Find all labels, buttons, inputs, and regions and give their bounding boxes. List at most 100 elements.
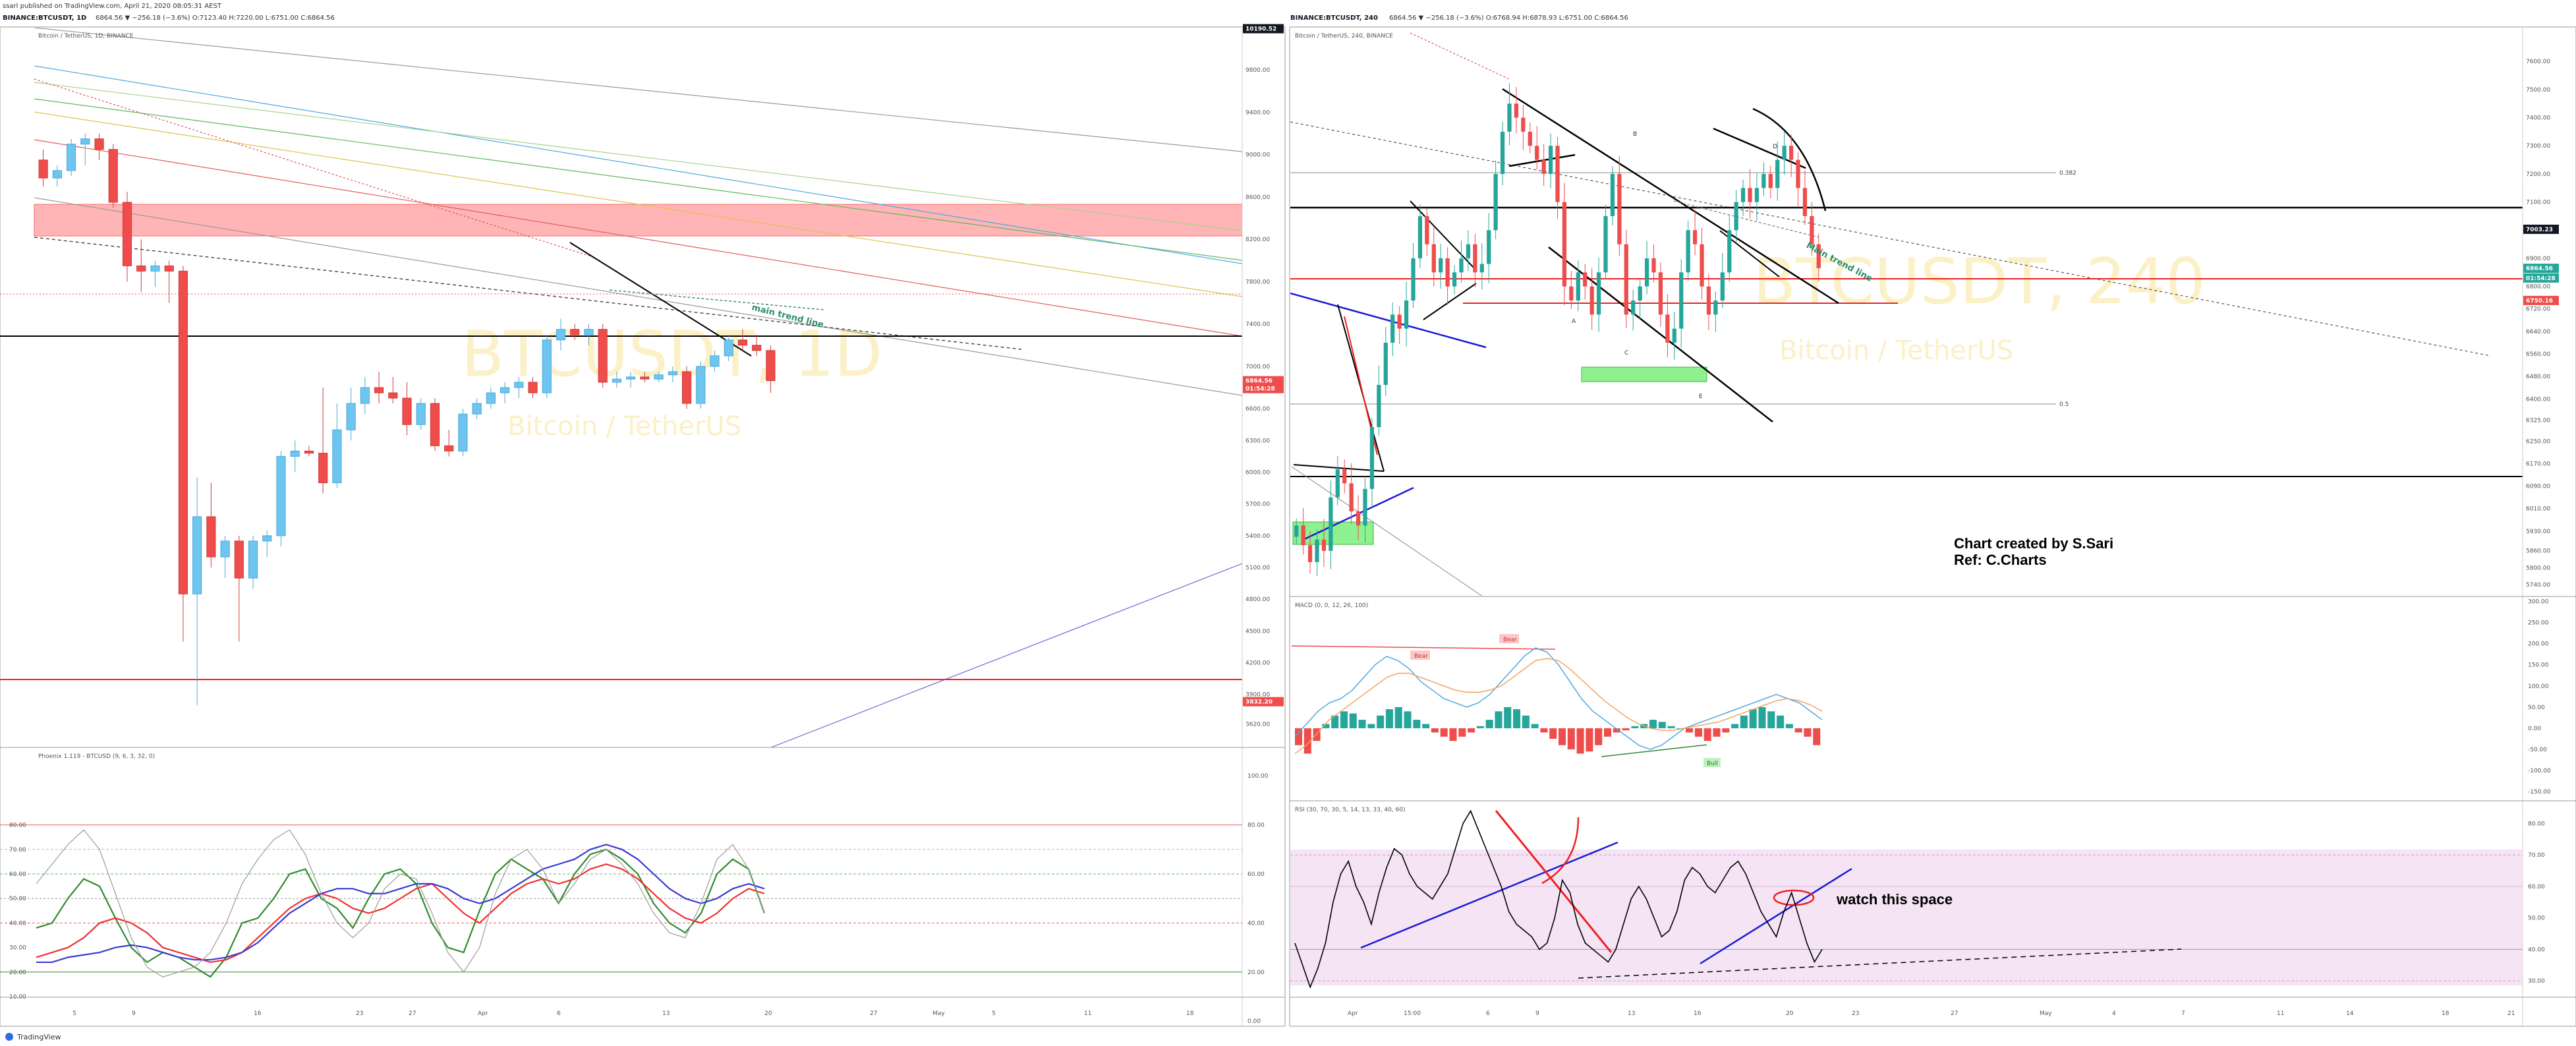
candle [1740,188,1746,202]
x-tick: 11 [2277,1010,2284,1017]
osc-series [36,829,765,977]
y-tick: 70.00 [2528,852,2545,859]
macd-bar [1603,728,1611,737]
watermark-left-sub: Bitcoin / TetherUS [507,411,741,442]
candle [1425,216,1429,245]
x-tick: 11 [1084,1010,1091,1017]
dotted-red-right [1410,32,1510,80]
ref-text: Ref: C.Charts [1954,552,2047,568]
y-tick: 6325.00 [2526,417,2550,424]
macd-bar [1394,707,1402,728]
y-tick: 7400.00 [2526,115,2550,122]
wave-c: C [1624,350,1628,357]
y-tick: 6800.00 [2526,284,2550,291]
candle [1672,328,1676,343]
left-time-axis: 5 9 16 23 27 Apr 6 13 20 27 May 5 11 18 [72,1010,1194,1017]
bear-badge-1 [1410,651,1430,660]
y-tick: 7800.00 [1245,279,1270,285]
right-quote: 6864.56 ▼ −256.18 (−3.6%) O:6768.94 H:68… [1389,15,1628,22]
y-tick: 30.00 [2528,978,2545,985]
macd-bar [1349,713,1357,728]
macd-bar [1358,720,1366,728]
candle [1706,286,1711,315]
candle [1802,188,1808,216]
bear-badge-2 [1499,634,1519,643]
candle [1644,258,1649,287]
price-tag [1243,376,1284,386]
y-tick: 4500.00 [1245,628,1270,635]
macd-axis: 300.00 250.00 200.00 150.00 100.00 50.00 0.00 -… [2528,598,2551,796]
candle [1816,244,1821,268]
y-tick: 5100.00 [1245,565,1270,571]
candle [737,339,748,346]
candle [1589,286,1594,315]
candle [430,403,440,446]
y-tick: 6640.00 [2526,329,2550,335]
candle [1377,384,1381,427]
bear-label-1: Bear [1414,653,1428,660]
candle [1569,286,1574,301]
y-tick-left: 80.00 [9,823,26,829]
y-tick: 6600.00 [1245,406,1270,413]
candle [1658,272,1663,315]
oscillator-lines [36,829,766,978]
macd-bar [1713,728,1721,737]
candle [1748,188,1752,202]
macd-bar [1295,728,1303,745]
price-tag [2523,224,2559,234]
candle [360,387,370,404]
candle [1335,469,1340,498]
price-tag-text: 6864.56 [2526,266,2553,272]
macd-bar [1377,715,1385,728]
macd-bar [1658,722,1666,728]
y-tick: 20.00 [1247,970,1265,976]
macd-bar [1613,728,1620,733]
candle [1417,216,1423,258]
macd-bar [1413,720,1421,728]
watermark-left: BTCUSDT, 1D [461,318,882,391]
x-tick: 27 [870,1010,877,1017]
macd-bar [1622,728,1630,731]
macd-bar [1485,720,1493,728]
candle [1487,230,1491,264]
y-tick: 7600.00 [2526,59,2550,65]
flag-line-2 [1423,283,1477,320]
candle [1404,300,1409,329]
candle [1307,545,1313,562]
y-tick: 40.00 [2528,946,2545,953]
macd-bar [1731,724,1739,728]
wave-e: E [1699,393,1703,400]
candle [444,445,454,451]
macd-bar [1540,728,1548,733]
candle [332,429,342,484]
candle [1734,202,1738,231]
candle [1363,488,1367,526]
footer-brand[interactable]: TradingView [16,1033,61,1041]
candle [178,270,188,595]
macd-bar [1504,707,1512,728]
macd-bar [1794,728,1802,733]
candle [752,345,762,351]
price-tag [1243,384,1284,393]
price-tag-text: 10190.52 [1245,26,1276,33]
macd-bar [1495,711,1503,728]
y-tick: 60.00 [1247,871,1265,878]
x-tick: 6 [1486,1010,1490,1017]
candle [136,265,146,272]
rsi-dashed-support [1578,948,2182,979]
channel-line-grey [34,197,1242,396]
y-tick-left: 70.00 [9,847,26,854]
candle [248,540,258,579]
candle [570,329,580,335]
right-time-axis: Apr 15:00 6 9 13 16 20 23 27 May 4 7 11 14 18 21 [1348,1010,2515,1017]
purple-line [770,563,1242,747]
rsi-red-curve [1541,817,1580,885]
price-tag-text: 6864.56 [1245,378,1273,385]
x-tick: 13 [1628,1010,1635,1017]
y-tick: -50.00 [2528,747,2547,753]
candle [374,387,384,393]
candle [1576,272,1580,301]
publish-info: ssarl published on TradingView.com, Apri… [3,3,222,10]
candle [1369,426,1375,489]
oscillator-levels [0,825,1242,973]
